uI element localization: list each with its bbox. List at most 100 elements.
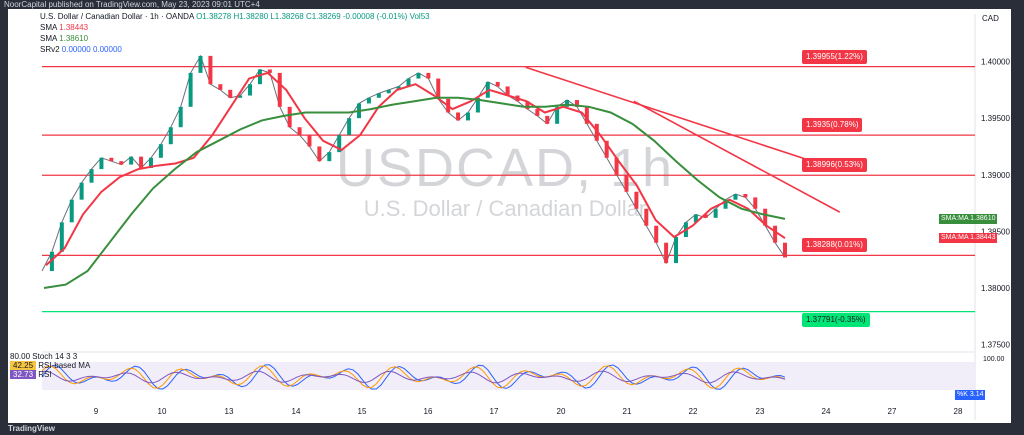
watermark-name: U.S. Dollar / Canadian Dollar <box>363 196 647 221</box>
trendline <box>525 66 830 168</box>
candle <box>366 97 371 104</box>
stoch-k-tag: %K 3.14 <box>955 390 986 400</box>
candle <box>317 146 322 162</box>
sma-fast-row[interactable]: SMA 1.38443 <box>40 22 430 33</box>
candle <box>248 84 253 96</box>
level-label: 1.3935(0.78%) <box>802 118 863 133</box>
x-tick-label: 15 <box>358 407 367 416</box>
candle <box>565 100 570 107</box>
candle <box>267 69 272 73</box>
x-tick-label: 23 <box>756 407 765 416</box>
candle <box>525 101 530 110</box>
candle <box>763 208 768 226</box>
chart-legend: U.S. Dollar / Canadian Dollar · 1h · OAN… <box>40 11 430 55</box>
publish-caption: NoorCapital published on TradingView.com… <box>0 0 1024 9</box>
y-tick-label: 1.37500 <box>981 341 1010 350</box>
candle <box>109 157 114 162</box>
candle <box>654 225 659 243</box>
sma-slow-value: 1.38610 <box>59 34 89 43</box>
price-series <box>41 54 786 272</box>
candle <box>376 93 381 98</box>
candle <box>604 140 609 158</box>
candle <box>386 89 391 94</box>
candle <box>624 174 629 192</box>
y-tick-label: 1.39500 <box>981 114 1010 123</box>
chart-panel[interactable] <box>8 9 1011 423</box>
candle <box>228 89 233 98</box>
candle <box>574 100 579 107</box>
currency-label: CAD <box>982 14 999 23</box>
candle <box>119 161 124 165</box>
candle <box>287 106 292 128</box>
candle <box>674 237 679 264</box>
y-tick-label: 1.38000 <box>981 284 1010 293</box>
ohlc-values: O1.38278 H1.38280 L1.38268 C1.38269 -0.0… <box>196 12 430 21</box>
candle <box>465 112 470 121</box>
srv-label: SRv2 <box>40 45 60 54</box>
candle <box>505 86 510 96</box>
candle <box>634 191 639 209</box>
candle <box>347 118 352 136</box>
rsi-row: 32.73 RSI <box>10 370 90 379</box>
x-tick-label: 20 <box>557 407 566 416</box>
level-label: 1.39955(1.22%) <box>802 49 867 64</box>
candle <box>89 169 94 183</box>
symbol-row[interactable]: U.S. Dollar / Canadian Dollar · 1h · OAN… <box>40 11 430 22</box>
candle <box>49 251 54 272</box>
x-tick-label: 22 <box>689 407 698 416</box>
sma-slow-row[interactable]: SMA 1.38610 <box>40 33 430 44</box>
tradingview-logo: TradingView <box>8 424 55 433</box>
symbol-label[interactable]: U.S. Dollar / Canadian Dollar · 1h · OAN… <box>40 12 194 21</box>
level-label: 1.38288(0.01%) <box>802 238 867 253</box>
candle <box>208 55 213 85</box>
candle <box>178 106 183 128</box>
candle <box>475 97 480 113</box>
y-tick-label: 1.39000 <box>981 171 1010 180</box>
candle <box>614 157 619 175</box>
x-tick-label: 27 <box>888 407 897 416</box>
candle <box>733 194 738 200</box>
candle <box>129 156 134 165</box>
sma-fast-label: SMA <box>40 23 57 32</box>
sma-slow-label: SMA <box>40 34 57 43</box>
candle <box>79 182 84 200</box>
candle <box>158 144 163 158</box>
x-tick-label: 17 <box>490 407 499 416</box>
candle <box>426 72 431 79</box>
stoch-axis-top: 100.00 <box>983 356 1005 363</box>
stoch-band <box>42 362 975 390</box>
candle <box>99 157 104 170</box>
candle <box>139 156 144 168</box>
candle <box>277 72 282 107</box>
candle <box>495 81 500 87</box>
candle <box>545 115 550 124</box>
candle <box>188 72 193 107</box>
candle <box>436 78 441 99</box>
x-tick-label: 13 <box>225 407 234 416</box>
candle <box>327 152 332 162</box>
sma-axis-tag: SMA:MA 1.38610 <box>939 213 998 224</box>
candle <box>59 222 64 252</box>
candle <box>198 55 203 73</box>
candle <box>693 214 698 223</box>
candle <box>257 69 262 85</box>
rsi-line <box>41 370 786 384</box>
candle <box>713 208 718 218</box>
y-tick-label: 1.38500 <box>981 227 1010 236</box>
candle <box>456 112 461 121</box>
sma-axis-tag: SMA:MA 1.38443 <box>939 232 998 243</box>
candle <box>703 214 708 218</box>
candle <box>337 135 342 153</box>
srv-row[interactable]: SRv2 0.00000 0.00000 <box>40 44 430 55</box>
x-tick-label: 9 <box>94 407 99 416</box>
candle <box>753 197 758 209</box>
footer-bar: TradingView <box>0 423 1024 435</box>
x-tick-label: 14 <box>292 407 301 416</box>
candle <box>584 106 589 124</box>
candle <box>406 78 411 87</box>
sma-slow-line <box>43 96 786 289</box>
candle <box>723 199 728 209</box>
sma-fast-line <box>45 71 786 267</box>
